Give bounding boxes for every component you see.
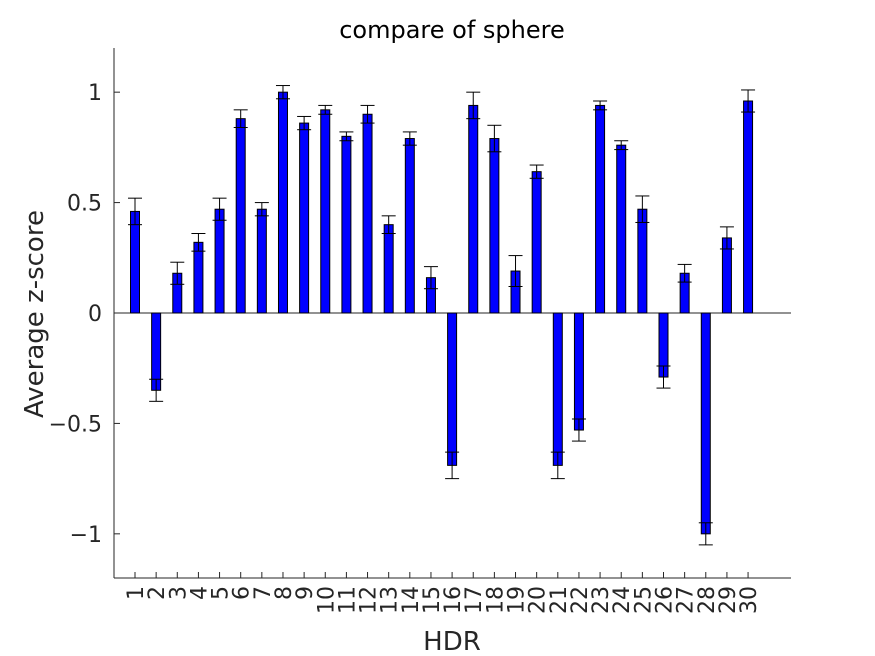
x-tick-label: 11 — [335, 586, 360, 614]
chart-title: compare of sphere — [339, 16, 565, 44]
bar — [404, 138, 415, 314]
x-tick-label: 26 — [653, 586, 678, 614]
x-tick-label: 24 — [610, 586, 635, 614]
x-tick-label: 17 — [462, 586, 487, 614]
x-tick-label: 4 — [187, 586, 212, 600]
bar — [552, 312, 563, 466]
x-tick-label: 20 — [526, 586, 551, 614]
x-tick-label: 5 — [209, 586, 234, 600]
bar — [595, 104, 606, 314]
x-tick-label: 28 — [695, 586, 720, 614]
bar — [573, 312, 584, 431]
x-tick-label: 14 — [399, 586, 424, 614]
bars-group — [130, 91, 754, 535]
y-ticks: −1 −0.5 0 0.5 1 — [49, 81, 120, 548]
bar — [320, 109, 331, 314]
x-tick-label: 10 — [314, 586, 339, 614]
x-tick-label: 1 — [124, 586, 149, 600]
bar — [362, 113, 373, 314]
x-tick-label: 12 — [357, 586, 382, 614]
bar — [743, 100, 754, 314]
bar — [700, 312, 711, 535]
bar — [151, 312, 162, 391]
bar — [130, 210, 140, 314]
x-tick-label: 18 — [483, 586, 508, 614]
x-tick-label: 25 — [631, 586, 656, 614]
bar — [383, 224, 394, 314]
x-axis-title: HDR — [423, 627, 481, 656]
x-tick-label: 15 — [420, 586, 445, 614]
bar — [468, 104, 479, 314]
bar — [277, 91, 288, 314]
x-tick-label: 16 — [441, 586, 466, 614]
y-tick-label: 1 — [88, 81, 102, 106]
bar — [637, 208, 648, 314]
x-ticks: 1234567891011121314151617181920212223242… — [124, 572, 762, 614]
y-tick-label: 0 — [88, 302, 102, 327]
bar — [214, 208, 225, 314]
x-tick-label: 7 — [251, 586, 276, 600]
x-tick-label: 30 — [737, 586, 762, 614]
y-tick-label: −0.5 — [49, 412, 102, 437]
x-tick-label: 9 — [293, 586, 318, 600]
bar — [531, 171, 542, 314]
x-tick-label: 13 — [378, 586, 403, 614]
y-axis-title: Average z-score — [20, 210, 50, 418]
error-bars-group — [128, 85, 756, 546]
bar — [447, 312, 458, 466]
x-tick-label: 6 — [230, 586, 255, 600]
x-tick-label: 29 — [716, 586, 741, 614]
x-tick-label: 19 — [505, 586, 530, 614]
bar — [616, 144, 627, 314]
x-tick-label: 3 — [166, 586, 191, 600]
x-tick-label: 23 — [589, 586, 614, 614]
x-tick-label: 22 — [568, 586, 593, 614]
x-tick-label: 21 — [547, 586, 572, 614]
bar — [235, 118, 246, 314]
bar — [193, 241, 204, 314]
x-tick-label: 27 — [674, 586, 699, 614]
bar — [341, 135, 352, 314]
bar — [299, 122, 310, 314]
y-tick-label: −1 — [70, 523, 102, 548]
bar — [256, 208, 267, 314]
bar — [489, 138, 500, 314]
x-tick-label: 8 — [272, 586, 297, 600]
x-tick-label: 2 — [145, 586, 170, 600]
y-tick-label: 0.5 — [67, 192, 102, 217]
